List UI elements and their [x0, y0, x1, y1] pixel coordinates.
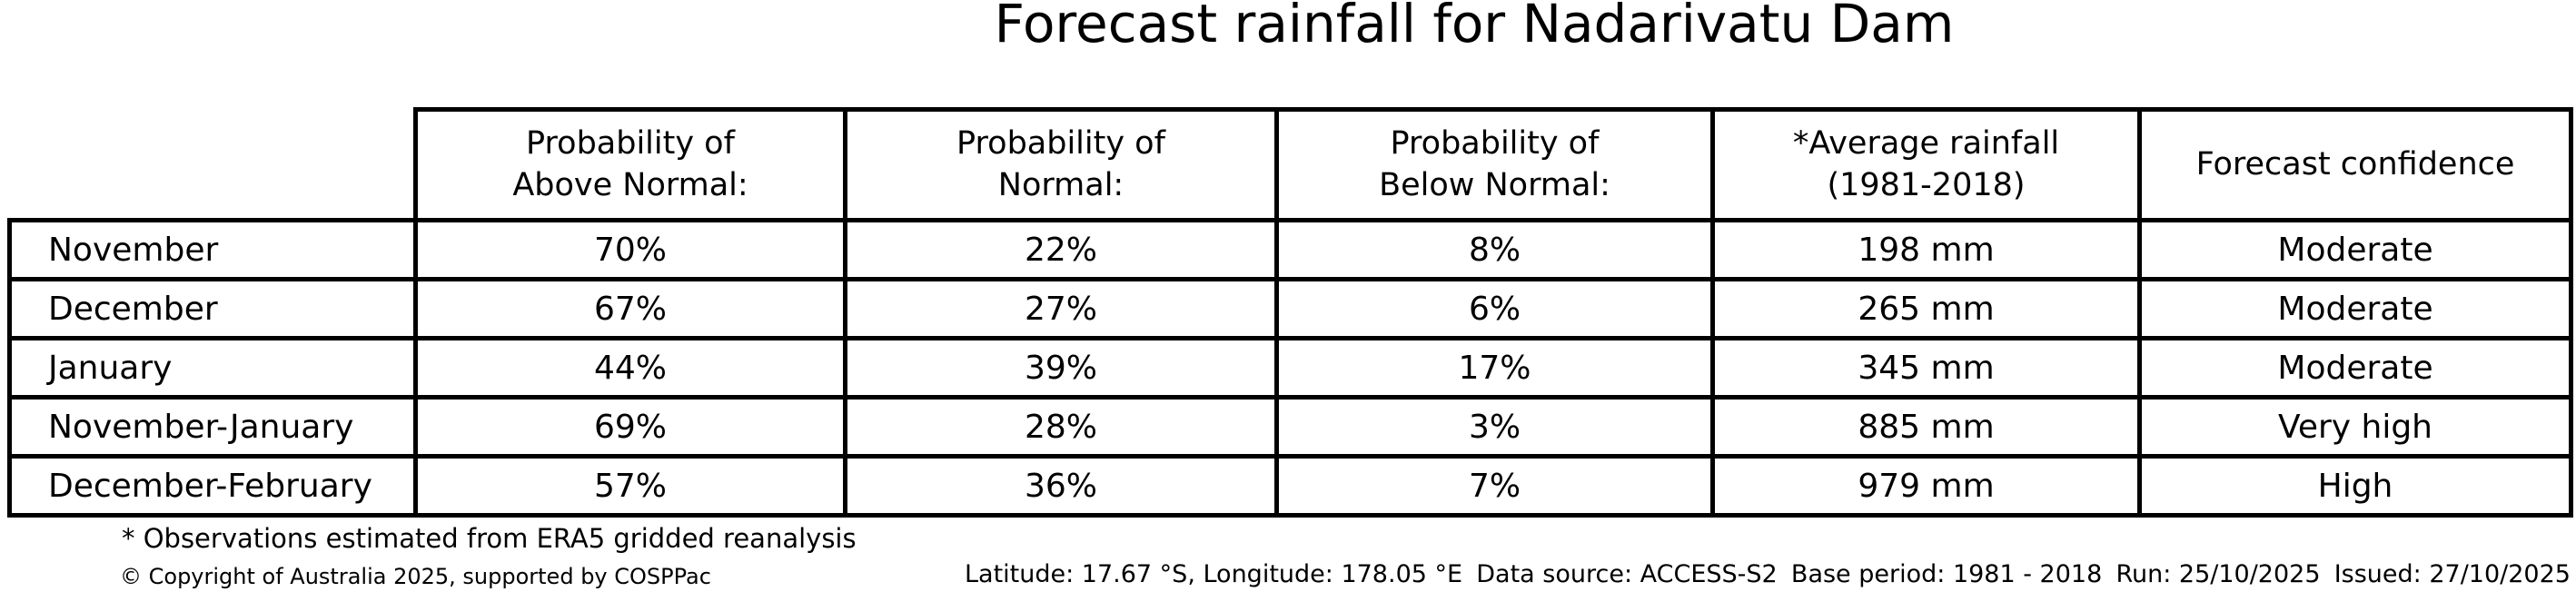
cell-average-rainfall: 979 mm: [1710, 454, 2142, 518]
cell-average-rainfall: 198 mm: [1710, 218, 2142, 281]
cell-below-normal: 7%: [1274, 454, 1715, 518]
forecast-table: Probability of Above Normal: Probability…: [7, 107, 2573, 518]
page-title: Forecast rainfall for Nadarivatu Dam: [994, 0, 1955, 54]
cell-confidence: Moderate: [2137, 277, 2573, 340]
cell-average-rainfall: 265 mm: [1710, 277, 2142, 340]
footer-issued-date: Issued: 27/10/2025: [2333, 560, 2571, 588]
footer-data-source: Data source: ACCESS-S2: [1476, 560, 1778, 588]
cell-confidence: High: [2137, 454, 2573, 518]
cell-below-normal: 6%: [1274, 277, 1715, 340]
cell-normal: 28%: [843, 395, 1279, 459]
footer-run-date: Run: 25/10/2025: [2115, 560, 2321, 588]
column-header-above-normal: Probability of Above Normal:: [413, 107, 847, 222]
cell-confidence: Moderate: [2137, 218, 2573, 281]
row-label: November: [7, 218, 418, 281]
cell-average-rainfall: 885 mm: [1710, 395, 2142, 459]
footnote-era5: * Observations estimated from ERA5 gridd…: [122, 523, 857, 554]
cell-above-normal: 70%: [413, 218, 847, 281]
cell-normal: 27%: [843, 277, 1279, 340]
cell-average-rainfall: 345 mm: [1710, 336, 2142, 400]
cell-above-normal: 69%: [413, 395, 847, 459]
table-row-november-january: November-January 69% 28% 3% 885 mm Very …: [7, 395, 2573, 459]
table-row-november: November 70% 22% 8% 198 mm Moderate: [7, 218, 2573, 281]
column-header-normal: Probability of Normal:: [843, 107, 1279, 222]
cell-above-normal: 57%: [413, 454, 847, 518]
cell-normal: 22%: [843, 218, 1279, 281]
row-label: January: [7, 336, 418, 400]
cell-confidence: Moderate: [2137, 336, 2573, 400]
footer-metadata-bar: Latitude: 17.67 °S, Longitude: 178.05 °E…: [965, 560, 2571, 588]
cell-below-normal: 17%: [1274, 336, 1715, 400]
table-row-december-february: December-February 57% 36% 7% 979 mm High: [7, 454, 2573, 518]
cell-above-normal: 44%: [413, 336, 847, 400]
cell-normal: 39%: [843, 336, 1279, 400]
footer-location: Latitude: 17.67 °S, Longitude: 178.05 °E: [965, 560, 1463, 588]
header-corner-empty: [10, 110, 416, 221]
forecast-table-container: Probability of Above Normal: Probability…: [7, 107, 2573, 518]
cell-normal: 36%: [843, 454, 1279, 518]
column-header-average-rainfall: *Average rainfall (1981-2018): [1710, 107, 2142, 222]
cell-above-normal: 67%: [413, 277, 847, 340]
row-label: December: [7, 277, 418, 340]
footer-base-period: Base period: 1981 - 2018: [1790, 560, 2103, 588]
table-row-january: January 44% 39% 17% 345 mm Moderate: [7, 336, 2573, 400]
row-label: November-January: [7, 395, 418, 459]
table-row-december: December 67% 27% 6% 265 mm Moderate: [7, 277, 2573, 340]
cell-confidence: Very high: [2137, 395, 2573, 459]
copyright-notice: © Copyright of Australia 2025, supported…: [120, 564, 711, 589]
cell-below-normal: 8%: [1274, 218, 1715, 281]
cell-below-normal: 3%: [1274, 395, 1715, 459]
column-header-below-normal: Probability of Below Normal:: [1274, 107, 1715, 222]
column-header-forecast-confidence: Forecast confidence: [2137, 107, 2573, 222]
header-row: Probability of Above Normal: Probability…: [10, 107, 2573, 222]
row-label: December-February: [7, 454, 418, 518]
